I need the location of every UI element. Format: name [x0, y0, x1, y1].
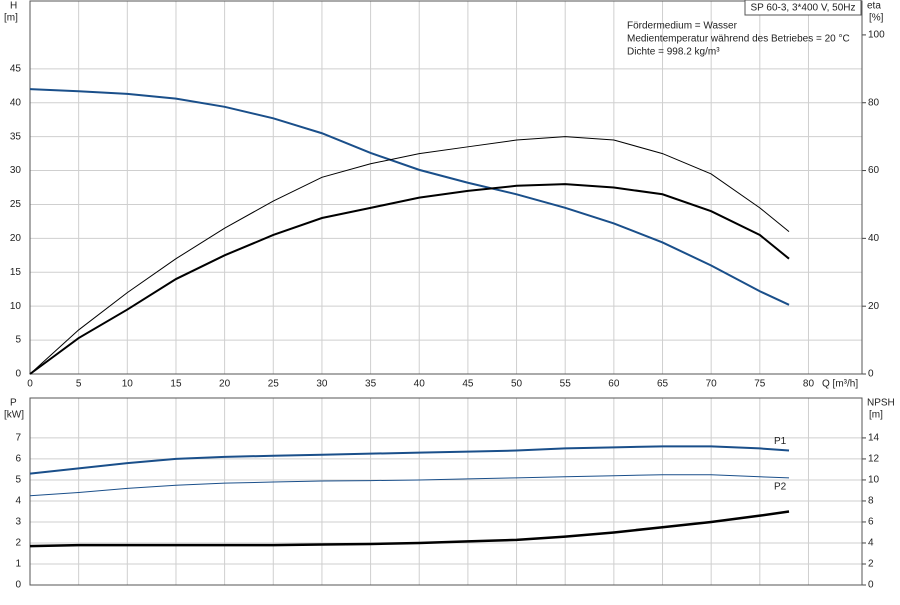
series-line [29, 183, 790, 375]
annotation: Fördermedium = Wasser [627, 21, 738, 32]
x-tick-label: 80 [803, 379, 815, 390]
y-tick-label: 0 [15, 580, 21, 591]
annotation: Dichte = 998.2 kg/m³ [627, 47, 720, 58]
y2-tick-label: 4 [868, 538, 874, 549]
y2-tick-label: 2 [868, 559, 874, 570]
series-label: P1 [774, 436, 787, 447]
series-line [29, 474, 790, 497]
y-tick-label: 20 [10, 233, 22, 244]
x-tick-label: 75 [754, 379, 766, 390]
y2-tick-label: 0 [868, 369, 874, 380]
y2-axis-label: [%] [869, 13, 884, 24]
x-tick-label: 30 [316, 379, 328, 390]
plot-frame [29, 0, 863, 375]
y-tick-label: 4 [15, 496, 21, 507]
y2-axis-label: NPSH [867, 398, 895, 409]
x-tick-label: 40 [414, 379, 426, 390]
x-tick-label: 35 [365, 379, 377, 390]
y2-tick-label: 14 [868, 433, 880, 444]
x-tick-label: 55 [560, 379, 572, 390]
y-tick-label: 1 [15, 559, 21, 570]
series-line [29, 445, 790, 475]
y2-tick-label: 0 [868, 580, 874, 591]
chart-title: SP 60-3, 3*400 V, 50Hz [750, 3, 855, 14]
y2-tick-label: 80 [868, 97, 880, 108]
series-line [29, 136, 790, 375]
y2-tick-label: 12 [868, 454, 880, 465]
x-tick-label: 15 [170, 379, 182, 390]
x-tick-label: 45 [462, 379, 474, 390]
y-tick-label: 15 [10, 267, 22, 278]
y-tick-label: 40 [10, 97, 22, 108]
y-axis-label: P [10, 398, 17, 409]
y2-axis-label: [m] [869, 410, 883, 421]
plot-frame [29, 397, 863, 586]
y-tick-label: 6 [15, 454, 21, 465]
title-box [744, 0, 862, 16]
x-tick-label: 60 [608, 379, 620, 390]
y-tick-label: 45 [10, 63, 22, 74]
y2-tick-label: 10 [868, 475, 880, 486]
y-tick-label: 7 [15, 433, 21, 444]
y2-axis-label: eta [867, 1, 881, 12]
series-line [29, 510, 790, 548]
y2-tick-label: 60 [868, 165, 880, 176]
y2-tick-label: 100 [868, 30, 885, 41]
annotation: Medientemperatur während des Betriebes =… [627, 34, 850, 45]
x-tick-label: 50 [511, 379, 523, 390]
y-axis-label: [m] [4, 13, 18, 24]
x-tick-label: 70 [706, 379, 718, 390]
y-tick-label: 5 [15, 475, 21, 486]
x-tick-label: 65 [657, 379, 669, 390]
x-tick-label: 20 [219, 379, 231, 390]
y-tick-label: 35 [10, 131, 22, 142]
y-tick-label: 3 [15, 517, 21, 528]
y-tick-label: 5 [15, 335, 21, 346]
x-tick-label: 0 [27, 379, 33, 390]
y-axis-label: H [10, 1, 17, 12]
y-tick-label: 0 [15, 369, 21, 380]
series-label: P2 [774, 481, 787, 492]
y-tick-label: 10 [10, 301, 22, 312]
series-line [29, 88, 790, 306]
x-tick-label: 10 [122, 379, 134, 390]
y-tick-label: 2 [15, 538, 21, 549]
x-tick-label: 25 [268, 379, 280, 390]
y-axis-label: [kW] [4, 410, 24, 421]
y2-tick-label: 8 [868, 496, 874, 507]
x-tick-label: 5 [76, 379, 82, 390]
y-tick-label: 30 [10, 165, 22, 176]
y2-tick-label: 20 [868, 301, 880, 312]
x-axis-label: Q [m³/h] [822, 379, 858, 390]
y-tick-label: 25 [10, 199, 22, 210]
y2-tick-label: 40 [868, 233, 880, 244]
y2-tick-label: 6 [868, 517, 874, 528]
